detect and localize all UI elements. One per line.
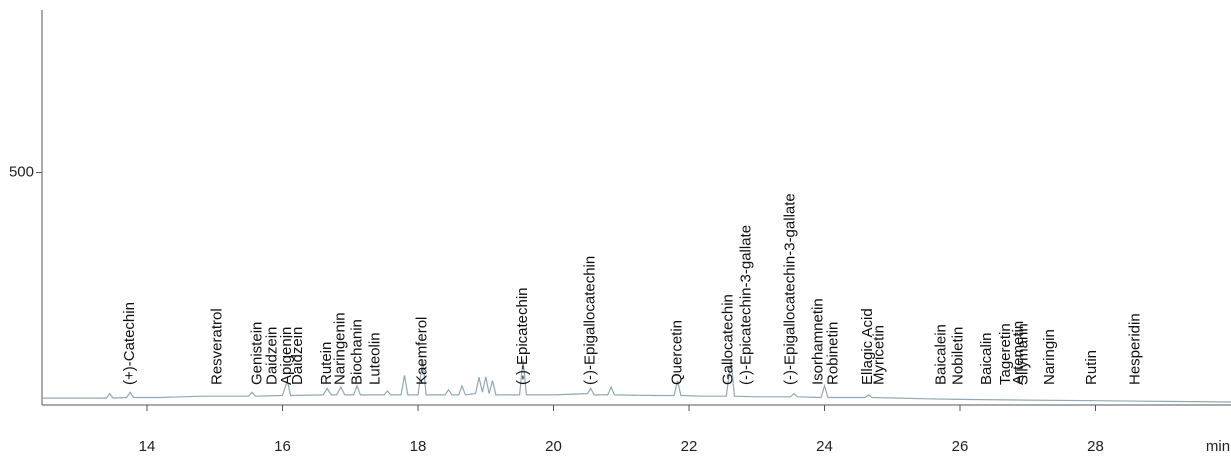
x-tick-label: 18 <box>410 438 427 455</box>
peak-label: Kaemferol <box>414 317 431 385</box>
peak-label: Isorhamnetin <box>809 298 826 385</box>
peak-label: Hesperidin <box>1126 313 1143 385</box>
peak-label: Daidzein <box>289 327 306 385</box>
peak-label: Naringenin <box>332 312 349 385</box>
peak-label: Ellagic Acid <box>859 308 876 385</box>
x-tick-label: 14 <box>139 438 156 455</box>
y-tick-label: 500 <box>9 164 34 181</box>
peak-label: Rutein <box>318 342 335 385</box>
peak-label: Myricetin <box>870 325 887 385</box>
peak-label: Nobiletin <box>950 327 967 385</box>
peak-label: (-)-Epicatechin <box>514 287 531 385</box>
peak-label: Apigenin <box>278 327 295 385</box>
peak-label: Genistein <box>248 322 265 385</box>
x-tick-label: 20 <box>545 438 562 455</box>
peak-label: (-)-Epicatechin-3-gallate <box>738 225 755 385</box>
peak-label: Artemetin <box>1010 321 1027 385</box>
x-tick-label: 22 <box>681 438 698 455</box>
peak-label: Quercetin <box>668 320 685 385</box>
peak-label: Resveratrol <box>208 308 225 385</box>
peak-label: Biochanin <box>349 319 366 385</box>
peak-label: Robinetin <box>824 322 841 385</box>
peak-label: (+)-Catechin <box>121 302 138 385</box>
x-tick-label: 16 <box>274 438 291 455</box>
x-axis-label: min <box>1206 438 1230 455</box>
peak-label: Tageretin <box>997 323 1014 385</box>
peak-label: Baicalein <box>933 324 950 385</box>
x-tick-label: 28 <box>1087 438 1104 455</box>
signal-trace <box>42 359 1231 403</box>
peak-label: (-)-Epigallocatechin-3-gallate <box>782 193 799 385</box>
peak-label: Baicalin <box>978 332 995 385</box>
peak-label: Naringin <box>1041 329 1058 385</box>
peak-label: Daidzein <box>263 327 280 385</box>
peak-label: (-)-Epigallocatechin <box>582 256 599 385</box>
x-tick-label: 24 <box>816 438 833 455</box>
peak-label: Luteolin <box>366 332 383 385</box>
peak-label: Gallocatechin <box>719 294 736 385</box>
peak-label: Silymarin <box>1015 323 1032 385</box>
x-tick-label: 26 <box>952 438 969 455</box>
peak-label: Rutin <box>1083 350 1100 385</box>
